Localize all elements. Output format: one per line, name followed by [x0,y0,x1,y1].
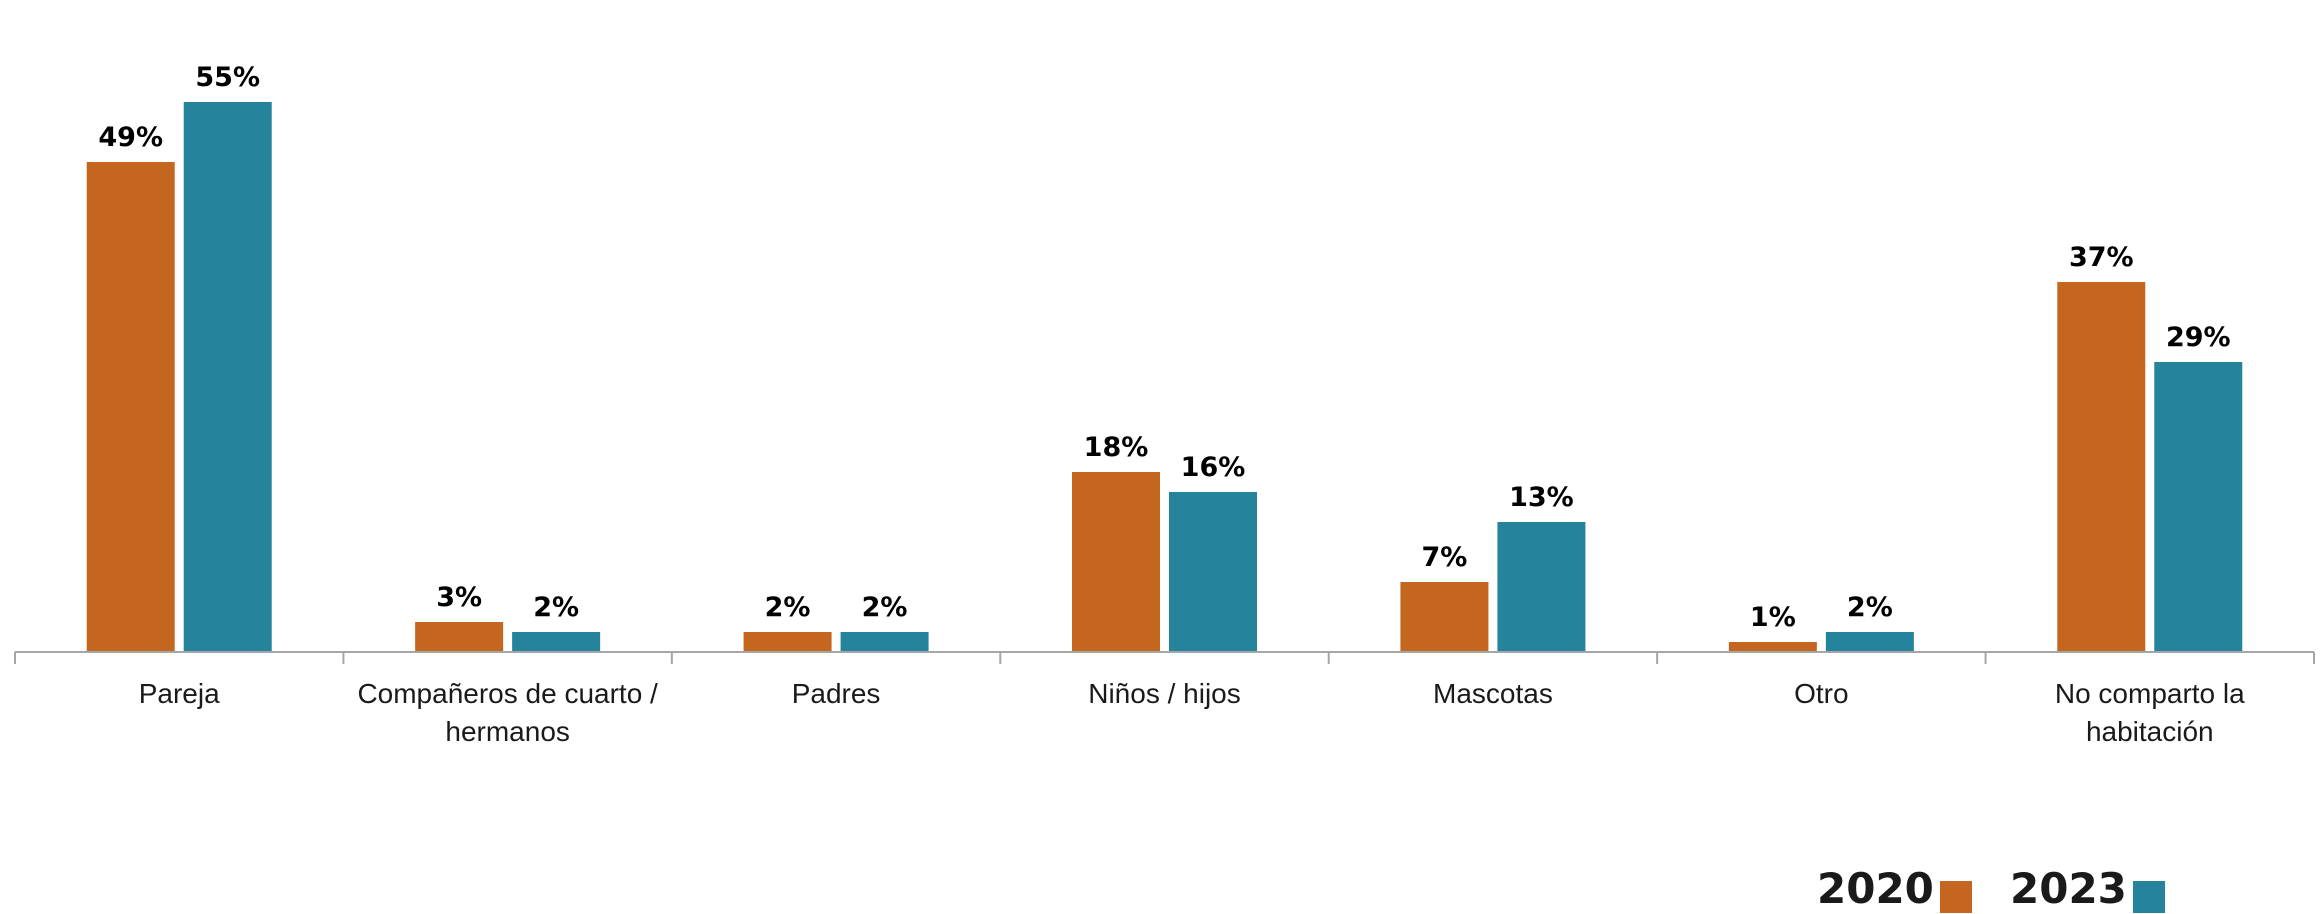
category-label-line: Mascotas [1433,678,1553,709]
legend-label-2020: 2020 [1817,864,1934,913]
legend: 2020 2023 [1817,864,2165,913]
value-label-2020-0: 49% [98,122,163,153]
x-axis [14,651,2315,664]
bar-2020-5 [1728,642,1817,652]
category-label-line: Otro [1794,678,1848,709]
value-label-2020-6: 37% [2069,242,2134,273]
category-label-line: hermanos [445,716,570,747]
value-label-2023-0: 55% [195,62,260,93]
category-label-2: Padres [792,678,881,709]
bar-2020-3 [1072,472,1160,652]
category-label-line: No comparto la [2055,678,2245,709]
category-label-line: Niños / hijos [1088,678,1241,709]
legend-label-2023: 2023 [2010,864,2127,913]
category-label-6: No comparto la habitación [2055,678,2245,747]
value-label-2020-1: 3% [436,582,482,613]
category-label-line: Compañeros de cuarto / [357,678,658,709]
bar-2020-2 [743,632,832,652]
bar-2020-4 [1400,582,1489,652]
value-labels-group: 49% 55% 3% 2% 2% 2% 18% 16% 7% 13% 1% 2% 37% 29% [98,62,2230,633]
value-label-2023-5: 2% [1847,592,1893,623]
value-label-2023-3: 16% [1181,452,1246,483]
bar-2023-3 [1169,492,1257,652]
category-label-1: Compañeros de cuarto / hermanos [357,678,658,747]
value-label-2020-4: 7% [1422,542,1468,573]
value-label-2020-5: 1% [1750,602,1796,633]
category-label-line: habitación [2086,716,2214,747]
bar-2023-4 [1497,522,1586,652]
category-label-line: Pareja [139,678,220,709]
legend-swatch-2023 [2133,881,2165,913]
bar-2023-5 [1825,632,1914,652]
value-label-2020-2: 2% [765,592,811,623]
value-label-2023-4: 13% [1509,482,1574,513]
value-label-2020-3: 18% [1084,432,1149,463]
bar-2023-2 [840,632,929,652]
value-label-2023-6: 29% [2166,322,2231,353]
category-label-0: Pareja [139,678,220,709]
legend-swatch-2020 [1940,881,1972,913]
bar-2020-6 [2057,282,2146,652]
bar-2023-0 [183,102,272,652]
bars-group [86,102,2243,652]
category-label-3: Niños / hijos [1088,678,1241,709]
value-label-2023-2: 2% [862,592,908,623]
category-label-5: Otro [1794,678,1848,709]
bar-2023-6 [2154,362,2243,652]
category-label-line: Padres [792,678,881,709]
category-labels-group: Pareja Compañeros de cuarto / hermanos Padr… [139,678,2245,747]
category-label-4: Mascotas [1433,678,1553,709]
bar-2020-0 [86,162,175,652]
bar-2020-1 [415,622,504,652]
bar-2023-1 [512,632,601,652]
value-label-2023-1: 2% [533,592,579,623]
